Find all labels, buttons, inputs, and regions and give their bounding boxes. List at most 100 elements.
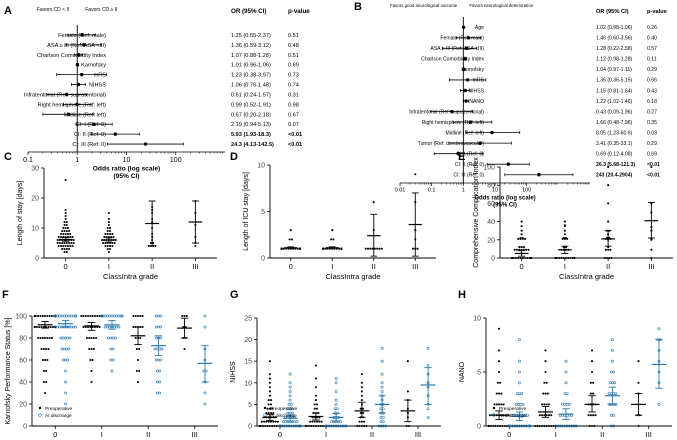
data-point (43, 391, 47, 395)
p-value: 0.40 (647, 36, 657, 42)
forest-row: CI: I (Ref: 0) 2.19 (0.94-5.13) 0.07 (76, 122, 299, 128)
data-point (136, 314, 140, 318)
data-point (520, 233, 523, 236)
or-value: 0.99 (0.52-1.91) (231, 102, 271, 108)
data-point (547, 403, 551, 406)
p-value: 0.35 (647, 120, 657, 126)
data-point (61, 247, 64, 251)
data-point (519, 256, 522, 260)
x-tick-label: I (101, 430, 103, 439)
data-point (160, 347, 164, 351)
data-point (154, 336, 158, 340)
or-value: 1.25 (0.65-2.37) (231, 33, 271, 39)
row-label: ASA ≥ III (Ref: ASA <III) (430, 46, 484, 52)
data-point (380, 247, 383, 250)
data-point (497, 370, 501, 374)
data-point (612, 370, 616, 374)
forest-row: Infratentorial (Ref: supratentorial) 0.43… (409, 109, 657, 115)
p-value: <0.01 (647, 173, 660, 179)
data-point (550, 424, 553, 428)
data-point (49, 325, 52, 329)
panel-label: C (4, 151, 12, 163)
data-point (92, 347, 95, 351)
data-point (155, 391, 159, 395)
x-tick-label: II (372, 262, 376, 271)
data-point (562, 236, 565, 240)
data-point (499, 424, 502, 428)
data-point (563, 220, 566, 223)
or-point (75, 63, 80, 67)
data-point (267, 411, 270, 415)
data-point (268, 373, 271, 376)
or-column-header: OR (95% CI) (596, 9, 629, 15)
data-point (132, 325, 135, 329)
data-point (50, 314, 53, 318)
data-point (592, 392, 595, 395)
data-point (42, 380, 45, 384)
x-tick-label: 0 (64, 262, 68, 271)
or-point (464, 99, 468, 103)
legend-label-preoperative: Preoperative (270, 406, 298, 412)
data-point (111, 336, 115, 340)
data-point (507, 414, 510, 417)
forest-row: CI: III (Ref: 0) 24.3 (4.13-142.5) <0.01 (72, 142, 302, 148)
data-point (500, 403, 503, 406)
data-point (54, 314, 57, 318)
row-label: Charlson Comorbidity Index (421, 57, 484, 63)
data-point (61, 358, 65, 362)
preoperative-group (534, 349, 557, 428)
data-point (541, 414, 544, 417)
data-point (274, 420, 277, 423)
data-point (358, 424, 361, 428)
data-point (268, 386, 271, 389)
p-value: 0.69 (288, 63, 299, 69)
data-point (268, 424, 271, 428)
data-point (111, 358, 115, 362)
data-point (41, 314, 44, 318)
data-point (61, 241, 64, 245)
data-point (139, 314, 142, 318)
data-point (103, 314, 107, 318)
x-tick-label: I (108, 262, 110, 271)
data-point (364, 247, 367, 250)
data-point (90, 336, 93, 340)
data-point (530, 256, 533, 260)
y-tick-label: 0 (477, 424, 481, 431)
data-point (108, 244, 112, 248)
data-point (64, 391, 67, 395)
forest-row: Charlson Comorbidity Index 1.12 (0.98-1.2… (421, 57, 657, 63)
data-point (108, 325, 112, 329)
legend-marker-discharge (38, 413, 42, 417)
data-point (39, 314, 42, 318)
data-point (88, 336, 91, 340)
data-point (74, 325, 78, 329)
x-tick-label: II (370, 430, 374, 439)
data-point (497, 327, 501, 330)
data-point (68, 247, 71, 251)
discharge-group (278, 372, 302, 428)
data-point (105, 314, 109, 318)
data-point (331, 229, 334, 232)
x-tick-label: 1 (75, 157, 79, 164)
data-point (371, 247, 374, 250)
data-point (360, 420, 363, 423)
data-point (291, 407, 294, 411)
data-point (115, 325, 118, 329)
data-point (64, 380, 67, 384)
data-point (117, 325, 121, 329)
data-point (104, 232, 107, 236)
data-point (657, 327, 661, 331)
data-point (84, 314, 87, 318)
data-point (63, 220, 66, 224)
row-label: mRS (94, 73, 107, 79)
data-point (502, 403, 505, 406)
or-value: 0.67 (0.20-2.18) (231, 112, 271, 118)
data-point (563, 229, 566, 232)
data-point (107, 250, 110, 254)
data-point (96, 314, 99, 318)
data-point (112, 235, 115, 239)
data-point (524, 256, 527, 260)
data-point (113, 241, 116, 245)
